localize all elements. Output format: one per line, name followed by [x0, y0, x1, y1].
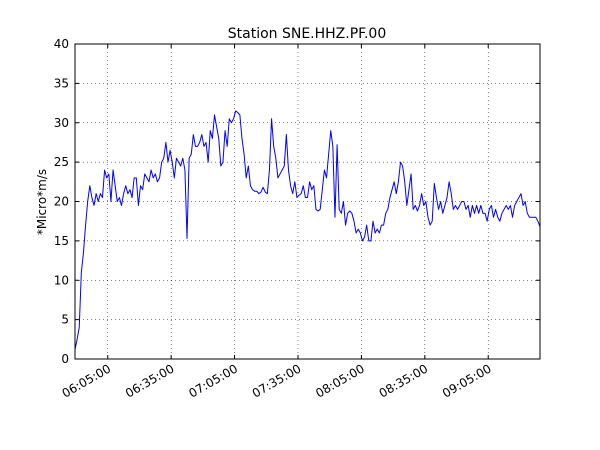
y-tick-label: 20 [54, 195, 69, 209]
y-tick-label: 10 [54, 273, 69, 287]
chart-title: Station SNE.HHZ.PF.00 [228, 26, 386, 42]
y-tick-label: 5 [61, 313, 69, 327]
y-tick-label: 25 [54, 155, 69, 169]
plot-frame [74, 43, 541, 360]
y-tick-label: 15 [54, 234, 69, 248]
y-tick-label: 0 [61, 352, 69, 366]
y-tick-label: 40 [54, 37, 69, 51]
y-axis-label: *Micro*m/s [35, 169, 49, 235]
data-line [74, 110, 541, 350]
y-tick-label: 30 [54, 116, 69, 130]
y-tick-label: 35 [54, 76, 69, 90]
